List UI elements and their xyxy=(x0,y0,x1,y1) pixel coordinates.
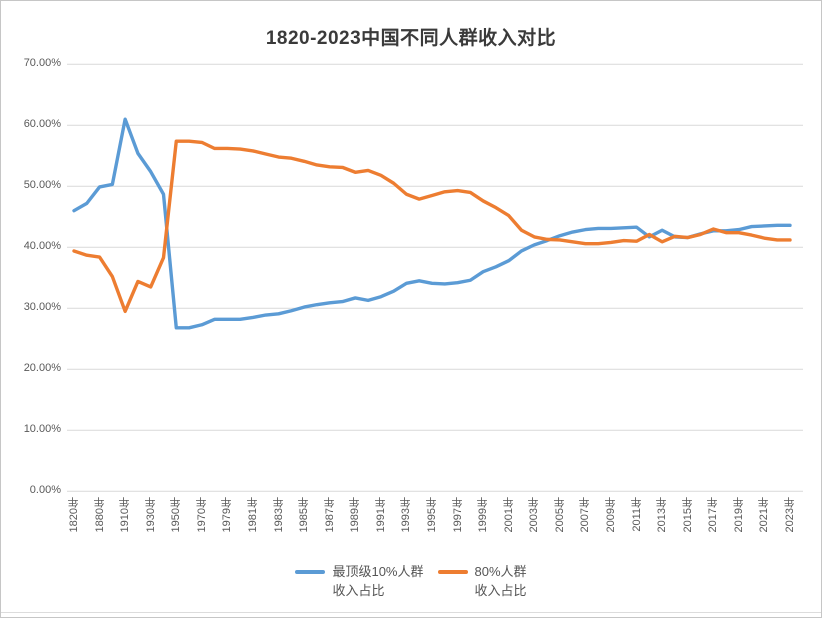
legend-entry-80pct[interactable]: 80%人群 收入占比 xyxy=(437,562,527,600)
y-tick-label: 50.00% xyxy=(23,179,61,192)
x-tick-label: 2009年 xyxy=(605,497,617,533)
y-tick-label: 60.00% xyxy=(23,118,61,131)
legend-entry-top10[interactable]: 最顶级10%人群 收入占比 xyxy=(295,562,424,600)
plot-area xyxy=(67,63,803,492)
y-tick-label: 20.00% xyxy=(23,362,61,375)
x-tick-label: 1950年 xyxy=(170,497,183,533)
y-tick-label: 30.00% xyxy=(23,301,61,314)
x-tick-label: 2023年 xyxy=(784,497,796,533)
x-tick-label: 1820年 xyxy=(68,497,80,533)
y-tick-label: 0.00% xyxy=(29,484,61,497)
x-tick-label: 1995年 xyxy=(426,497,438,533)
legend-label-top10-line2: 收入占比 xyxy=(332,583,385,598)
x-tick-label: 2001年 xyxy=(502,497,515,533)
x-tick-label: 1985年 xyxy=(298,497,311,533)
x-tick-label: 1997年 xyxy=(451,497,464,533)
x-tick-label: 2013年 xyxy=(656,497,669,533)
legend: 最顶级10%人群 收入占比 80%人群 收入占比 xyxy=(1,562,821,600)
x-tick-label: 1970年 xyxy=(195,497,208,533)
x-tick-label: 1989年 xyxy=(349,497,362,533)
x-tick-label: 1981年 xyxy=(247,497,259,533)
legend-label-80pct-line2: 收入占比 xyxy=(474,583,527,598)
x-tick-label: 2011年 xyxy=(630,497,643,532)
legend-label-80pct: 80%人群 收入占比 xyxy=(475,562,527,600)
x-tick-label: 1979年 xyxy=(221,497,234,533)
legend-label-top10-line1: 最顶级10%人群 xyxy=(332,564,424,579)
x-tick-label: 2019年 xyxy=(732,497,745,533)
x-tick-label: 1880年 xyxy=(93,497,106,533)
chart-title: 1820-2023中国不同人群收入对比 xyxy=(265,28,557,49)
bottom-divider xyxy=(1,612,821,613)
legend-label-80pct-line1: 80%人群 xyxy=(474,564,527,579)
x-tick-label: 1983年 xyxy=(272,497,285,533)
legend-swatch-80pct xyxy=(437,570,468,574)
series-line-top10[interactable] xyxy=(72,117,792,330)
x-tick-label: 1991年 xyxy=(374,497,387,533)
x-tick-label: 1910年 xyxy=(119,497,132,533)
legend-label-top10: 最顶级10%人群 收入占比 xyxy=(332,562,423,600)
x-tick-label: 2003年 xyxy=(528,497,541,533)
legend-swatch-top10 xyxy=(295,570,326,574)
x-tick-label: 1999年 xyxy=(477,497,490,533)
x-tick-label: 2015年 xyxy=(681,497,694,533)
x-tick-label: 2007年 xyxy=(579,497,592,533)
y-tick-label: 10.00% xyxy=(23,423,61,436)
x-tick-label: 1993年 xyxy=(400,497,413,533)
x-tick-label: 2017年 xyxy=(707,497,720,533)
series-line-80pct[interactable] xyxy=(72,139,792,314)
y-tick-label: 40.00% xyxy=(23,240,61,253)
x-tick-label: 2021年 xyxy=(758,497,771,533)
x-tick-label: 2005年 xyxy=(553,497,566,533)
x-tick-label: 1987年 xyxy=(323,497,336,533)
y-tick-label: 70.00% xyxy=(23,57,61,70)
x-tick-label: 1930年 xyxy=(144,497,157,533)
